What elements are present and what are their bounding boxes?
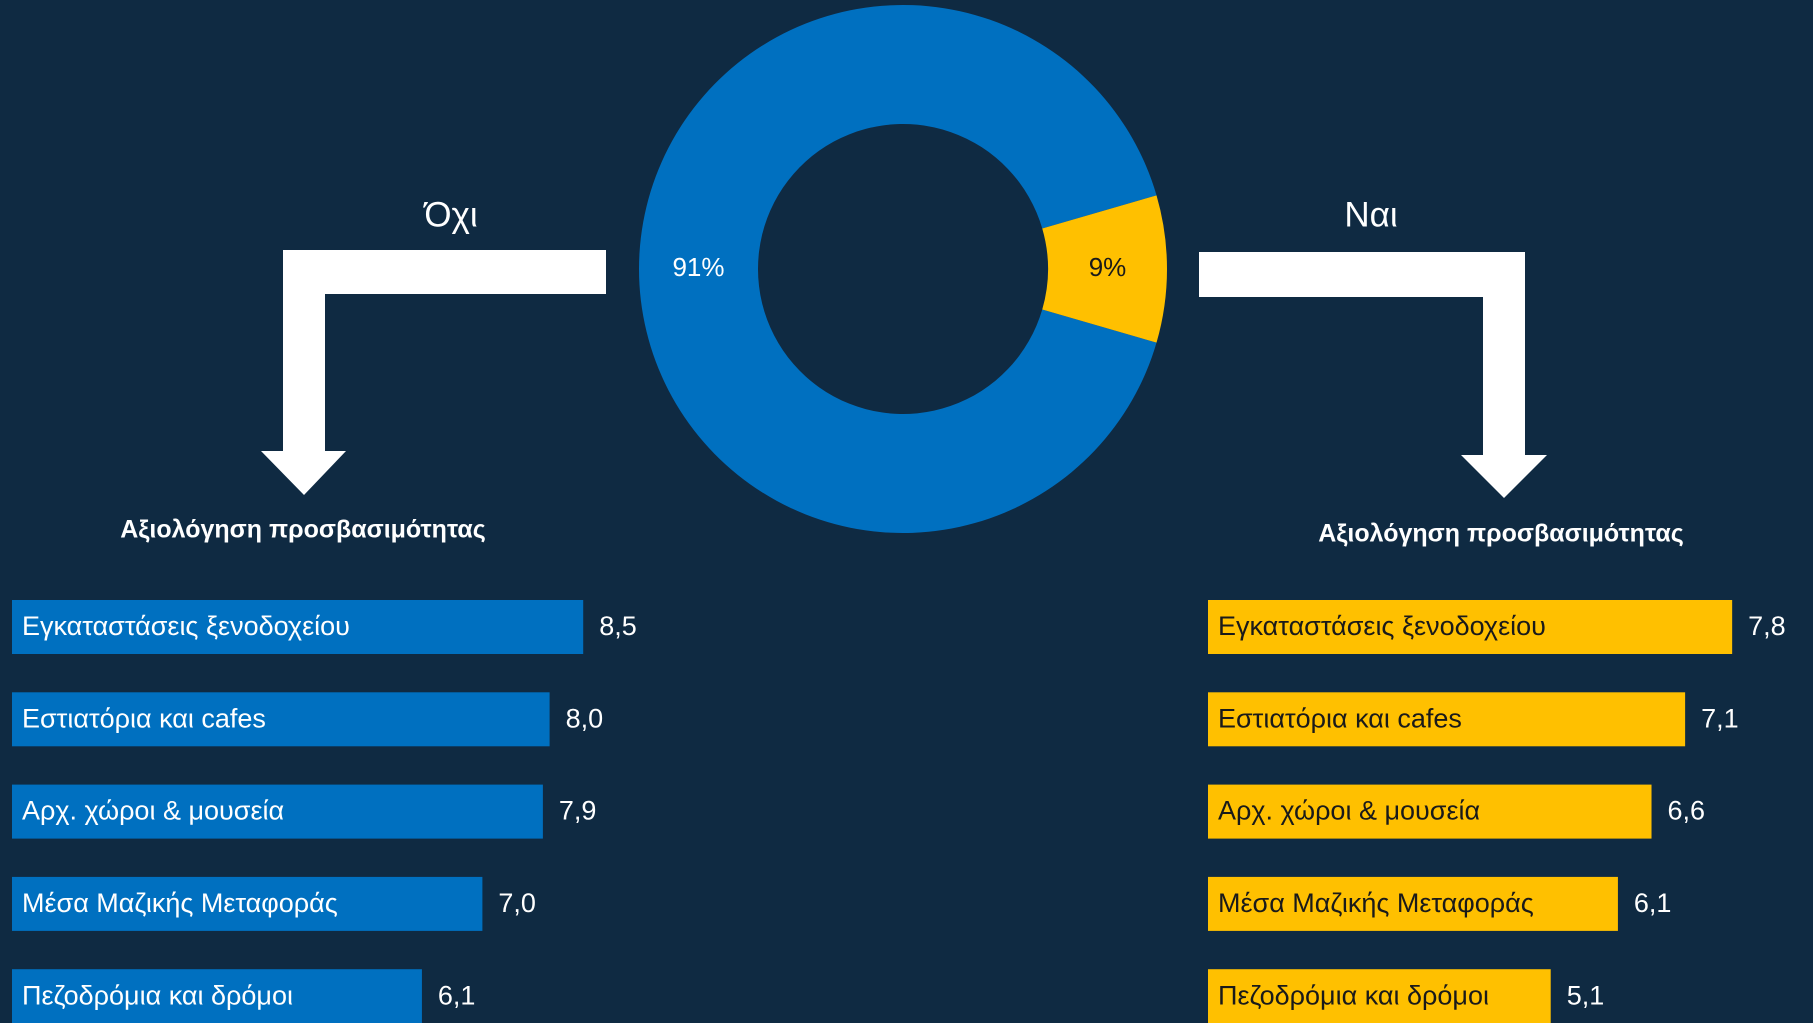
bar-category: Εγκαταστάσεις ξενοδοχείου — [1218, 611, 1546, 641]
chart-title: Αξιολόγηση προσβασιμότητας — [120, 516, 486, 544]
bar — [1208, 692, 1686, 747]
bar — [12, 600, 584, 654]
value-label: 5,1 — [1567, 980, 1605, 1010]
arrow-left — [261, 250, 606, 495]
category-label: Όχι — [422, 195, 477, 234]
pie-slice — [1042, 195, 1168, 343]
category-label: Ναι — [1344, 195, 1397, 234]
slice-label: 91% — [672, 252, 724, 282]
value-label: 7,9 — [559, 796, 597, 826]
pie-slice — [639, 5, 1157, 534]
bar — [12, 784, 543, 839]
bar — [1208, 600, 1733, 654]
slice-label: 9% — [1089, 252, 1127, 282]
value-label: 6,6 — [1668, 796, 1706, 826]
bar — [12, 969, 422, 1023]
bar-category: Μέσα Μαζικής Μεταφοράς — [22, 888, 338, 918]
bar-category: Μέσα Μαζικής Μεταφοράς — [1218, 888, 1534, 918]
value-label: 7,0 — [498, 888, 536, 918]
bar-category: Αρχ. χώροι & μουσεία — [22, 796, 284, 826]
bar — [1208, 969, 1551, 1023]
bar-category: Αρχ. χώροι & μουσεία — [1218, 796, 1480, 826]
bar-category: Εγκαταστάσεις ξενοδοχείου — [22, 611, 350, 641]
bar — [12, 692, 550, 747]
arrow-right — [1199, 252, 1547, 498]
value-label: 6,1 — [438, 980, 476, 1010]
value-label: 8,0 — [566, 703, 604, 733]
value-label: 7,1 — [1701, 703, 1739, 733]
bar-category: Εστιατόρια και cafes — [22, 703, 266, 733]
value-label: 6,1 — [1634, 888, 1672, 918]
value-label: 8,5 — [599, 611, 637, 641]
bar-category: Πεζοδρόμια και δρόμοι — [1218, 980, 1489, 1010]
bar-category: Εστιατόρια και cafes — [1218, 703, 1462, 733]
bar — [1208, 876, 1618, 931]
value-label: 7,8 — [1748, 611, 1786, 641]
bar — [12, 876, 483, 931]
chart-title: Αξιολόγηση προσβασιμότητας — [1318, 520, 1684, 548]
bar-category: Πεζοδρόμια και δρόμοι — [22, 980, 293, 1010]
bar — [1208, 784, 1652, 839]
